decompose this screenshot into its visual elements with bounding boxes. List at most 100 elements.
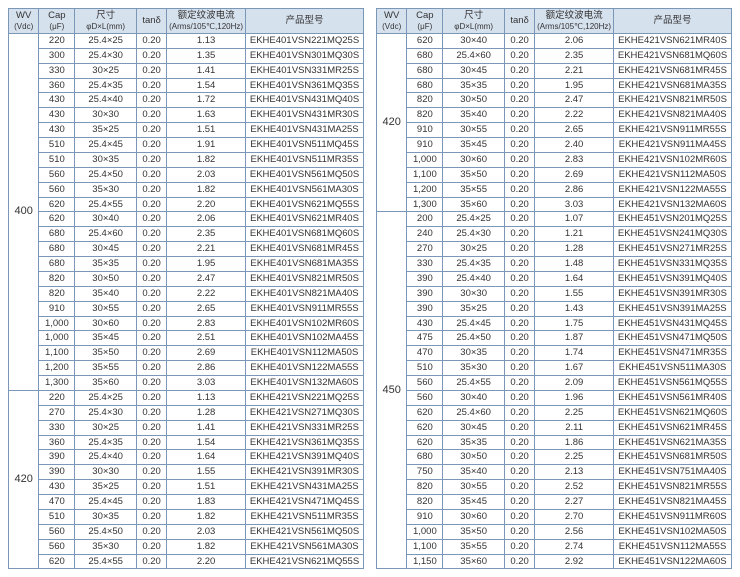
- tan-cell: 0.20: [136, 108, 166, 123]
- ripple-cell: 2.70: [535, 509, 614, 524]
- ripple-cell: 1.82: [167, 152, 246, 167]
- dim-cell: 25.4×40: [75, 450, 137, 465]
- table-row: 39030×300.201.55EKHE451VSN391MR30S: [377, 286, 732, 301]
- wv-cell: 420: [377, 33, 407, 212]
- dim-cell: 30×60: [443, 509, 505, 524]
- prod-cell: EKHE421VSN821MA40S: [614, 108, 732, 123]
- dim-cell: 35×40: [75, 286, 137, 301]
- prod-cell: EKHE421VSN271MQ30S: [246, 405, 364, 420]
- tan-cell: 0.20: [136, 63, 166, 78]
- prod-cell: EKHE421VSN511MR35S: [246, 509, 364, 524]
- tan-cell: 0.20: [136, 420, 166, 435]
- tan-cell: 0.20: [136, 480, 166, 495]
- cap-cell: 910: [407, 123, 443, 138]
- prod-cell: EKHE451VSN431MQ45S: [614, 316, 732, 331]
- dim-cell: 30×45: [443, 63, 505, 78]
- ripple-cell: 1.48: [535, 257, 614, 272]
- prod-cell: EKHE401VSN361MQ35S: [246, 78, 364, 93]
- ripple-cell: 1.07: [535, 212, 614, 227]
- ripple-cell: 1.96: [535, 390, 614, 405]
- cap-cell: 390: [407, 286, 443, 301]
- table-row: 1,20035×550.202.86EKHE421VSN122MA55S: [377, 182, 732, 197]
- prod-cell: EKHE451VSN681MR50S: [614, 450, 732, 465]
- table-row: 56025.4×500.202.03EKHE421VSN561MQ50S: [9, 524, 364, 539]
- tan-cell: 0.20: [136, 33, 166, 48]
- prod-cell: EKHE421VSN561MA30S: [246, 539, 364, 554]
- tan-cell: 0.20: [504, 271, 534, 286]
- prod-cell: EKHE401VSN561MQ50S: [246, 167, 364, 182]
- dim-cell: 35×40: [443, 465, 505, 480]
- table-row: 91030×550.202.65EKHE401VSN911MR55S: [9, 301, 364, 316]
- dim-cell: 25.4×30: [443, 227, 505, 242]
- dim-cell: 30×25: [75, 420, 137, 435]
- dim-cell: 35×45: [443, 495, 505, 510]
- ripple-cell: 1.41: [167, 420, 246, 435]
- col-cap: Cap(μF): [407, 9, 443, 34]
- dim-cell: 25.4×50: [75, 167, 137, 182]
- tan-cell: 0.20: [504, 495, 534, 510]
- prod-cell: EKHE451VSN112MA55S: [614, 539, 732, 554]
- wv-cell: 400: [9, 33, 39, 390]
- tan-cell: 0.20: [136, 554, 166, 569]
- ripple-cell: 2.03: [167, 167, 246, 182]
- cap-cell: 680: [39, 242, 75, 257]
- dim-cell: 35×45: [443, 138, 505, 153]
- prod-cell: EKHE451VSN271MR25S: [614, 242, 732, 257]
- cap-cell: 1,200: [407, 182, 443, 197]
- ripple-cell: 1.28: [167, 405, 246, 420]
- ripple-cell: 2.69: [535, 167, 614, 182]
- col-dim: 尺寸φD×L(mm): [443, 9, 505, 34]
- col-dim: 尺寸φD×L(mm): [75, 9, 137, 34]
- col-ripple: 额定纹波电流(Arms/105℃,120Hz): [167, 9, 246, 34]
- tan-cell: 0.20: [504, 301, 534, 316]
- table-row: 1,00035×500.202.56EKHE451VSN102MA50S: [377, 524, 732, 539]
- dim-cell: 30×40: [443, 33, 505, 48]
- table-row: 1,10035×500.202.69EKHE421VSN112MA50S: [377, 167, 732, 182]
- prod-cell: EKHE451VSN911MR60S: [614, 509, 732, 524]
- ripple-cell: 1.51: [167, 123, 246, 138]
- cap-cell: 510: [39, 152, 75, 167]
- col-tan: tanδ: [136, 9, 166, 34]
- prod-cell: EKHE421VSN122MA55S: [614, 182, 732, 197]
- ripple-cell: 2.52: [535, 480, 614, 495]
- table-row: 45020025.4×250.201.07EKHE451VSN201MQ25S: [377, 212, 732, 227]
- tan-cell: 0.20: [136, 331, 166, 346]
- tan-cell: 0.20: [504, 539, 534, 554]
- table-row: 43025.4×400.201.72EKHE401VSN431MQ40S: [9, 93, 364, 108]
- col-wv: WV(Vdc): [377, 9, 407, 34]
- dim-cell: 35×25: [75, 480, 137, 495]
- ripple-cell: 2.25: [535, 405, 614, 420]
- ripple-cell: 1.95: [535, 78, 614, 93]
- prod-cell: EKHE421VSN681MR45S: [614, 63, 732, 78]
- tan-cell: 0.20: [136, 197, 166, 212]
- dim-cell: 25.4×45: [443, 316, 505, 331]
- tan-cell: 0.20: [136, 316, 166, 331]
- prod-cell: EKHE451VSN821MA45S: [614, 495, 732, 510]
- tan-cell: 0.20: [136, 167, 166, 182]
- ripple-cell: 1.86: [535, 435, 614, 450]
- table-row: 1,20035×550.202.86EKHE401VSN122MA55S: [9, 361, 364, 376]
- spec-table-right: WV(Vdc)Cap(μF)尺寸φD×L(mm)tanδ额定纹波电流(Arms/…: [376, 8, 732, 569]
- prod-cell: EKHE451VSN471MQ50S: [614, 331, 732, 346]
- tan-cell: 0.20: [504, 405, 534, 420]
- dim-cell: 30×35: [75, 509, 137, 524]
- dim-cell: 30×55: [443, 123, 505, 138]
- table-row: 62025.4×550.202.20EKHE421VSN621MQ55S: [9, 554, 364, 569]
- table-row: 33025.4×350.201.48EKHE451VSN331MQ35S: [377, 257, 732, 272]
- cap-cell: 820: [39, 286, 75, 301]
- dim-cell: 30×45: [443, 420, 505, 435]
- table-row: 62025.4×600.202.25EKHE451VSN621MQ60S: [377, 405, 732, 420]
- table-row: 1,10035×550.202.74EKHE451VSN112MA55S: [377, 539, 732, 554]
- prod-cell: EKHE451VSN471MR35S: [614, 346, 732, 361]
- cap-cell: 390: [407, 301, 443, 316]
- table-row: 56030×400.201.96EKHE451VSN561MR40S: [377, 390, 732, 405]
- prod-cell: EKHE421VSN112MA50S: [614, 167, 732, 182]
- table-row: 91035×450.202.40EKHE421VSN911MA45S: [377, 138, 732, 153]
- col-cap: Cap(μF): [39, 9, 75, 34]
- tan-cell: 0.20: [504, 257, 534, 272]
- tan-cell: 0.20: [504, 242, 534, 257]
- ripple-cell: 2.21: [535, 63, 614, 78]
- ripple-cell: 1.13: [167, 390, 246, 405]
- prod-cell: EKHE401VSN331MR25S: [246, 63, 364, 78]
- prod-cell: EKHE421VSN681MA35S: [614, 78, 732, 93]
